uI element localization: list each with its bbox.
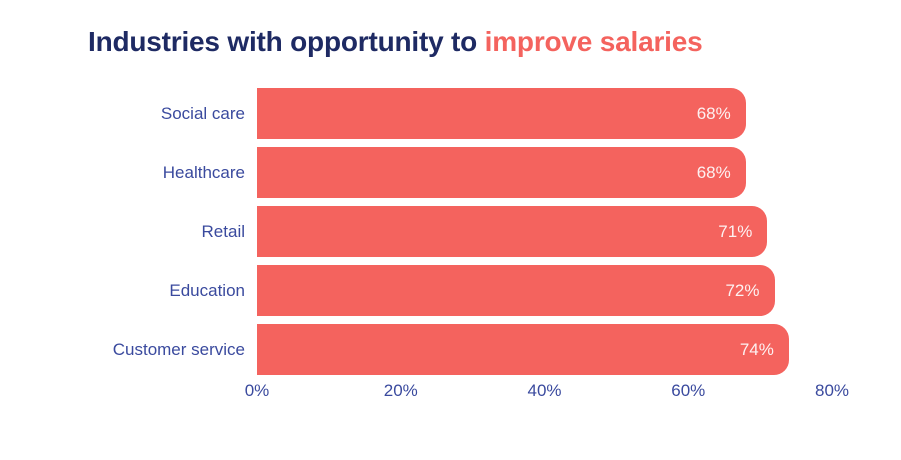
bar-row: Healthcare 68% xyxy=(0,147,901,198)
bar-track: 68% xyxy=(257,88,832,139)
bar-track: 68% xyxy=(257,147,832,198)
chart-title: Industries with opportunity to improve s… xyxy=(88,26,703,58)
bar: 68% xyxy=(257,88,746,139)
chart-title-accent: improve salaries xyxy=(484,26,703,57)
value-label: 68% xyxy=(696,104,731,123)
x-tick-label: 20% xyxy=(383,381,418,400)
value-label: 71% xyxy=(718,222,753,241)
bar-row: Retail 71% xyxy=(0,206,901,257)
x-tick-label: 0% xyxy=(244,381,270,400)
bar-row: Customer service 74% xyxy=(0,324,901,375)
chart-title-main: Industries with opportunity to xyxy=(88,26,485,57)
bar: 68% xyxy=(257,147,746,198)
bar-track: 71% xyxy=(257,206,832,257)
x-tick-label: 60% xyxy=(671,381,706,400)
value-label: 68% xyxy=(696,163,731,182)
bar: 74% xyxy=(257,324,789,375)
category-label: Social care xyxy=(160,103,245,123)
bar: 72% xyxy=(257,265,775,316)
category-label: Retail xyxy=(201,221,245,241)
bar-rows: Social care 68% Healthcare 68% Retail 71% Educ… xyxy=(0,88,901,375)
category-label: Healthcare xyxy=(162,162,245,182)
value-label: 74% xyxy=(739,340,774,359)
value-label: 72% xyxy=(725,281,760,300)
bar: 71% xyxy=(257,206,768,257)
x-tick-label: 40% xyxy=(527,381,562,400)
x-axis: 0% 20% 40% 60% 80% xyxy=(245,381,849,403)
bar-track: 74% xyxy=(257,324,832,375)
bar-row: Social care 68% xyxy=(0,88,901,139)
bar-row: Education 72% xyxy=(0,265,901,316)
x-tick-label: 80% xyxy=(814,381,850,400)
bar-track: 72% xyxy=(257,265,832,316)
category-label: Education xyxy=(169,280,245,300)
category-label: Customer service xyxy=(112,339,245,359)
